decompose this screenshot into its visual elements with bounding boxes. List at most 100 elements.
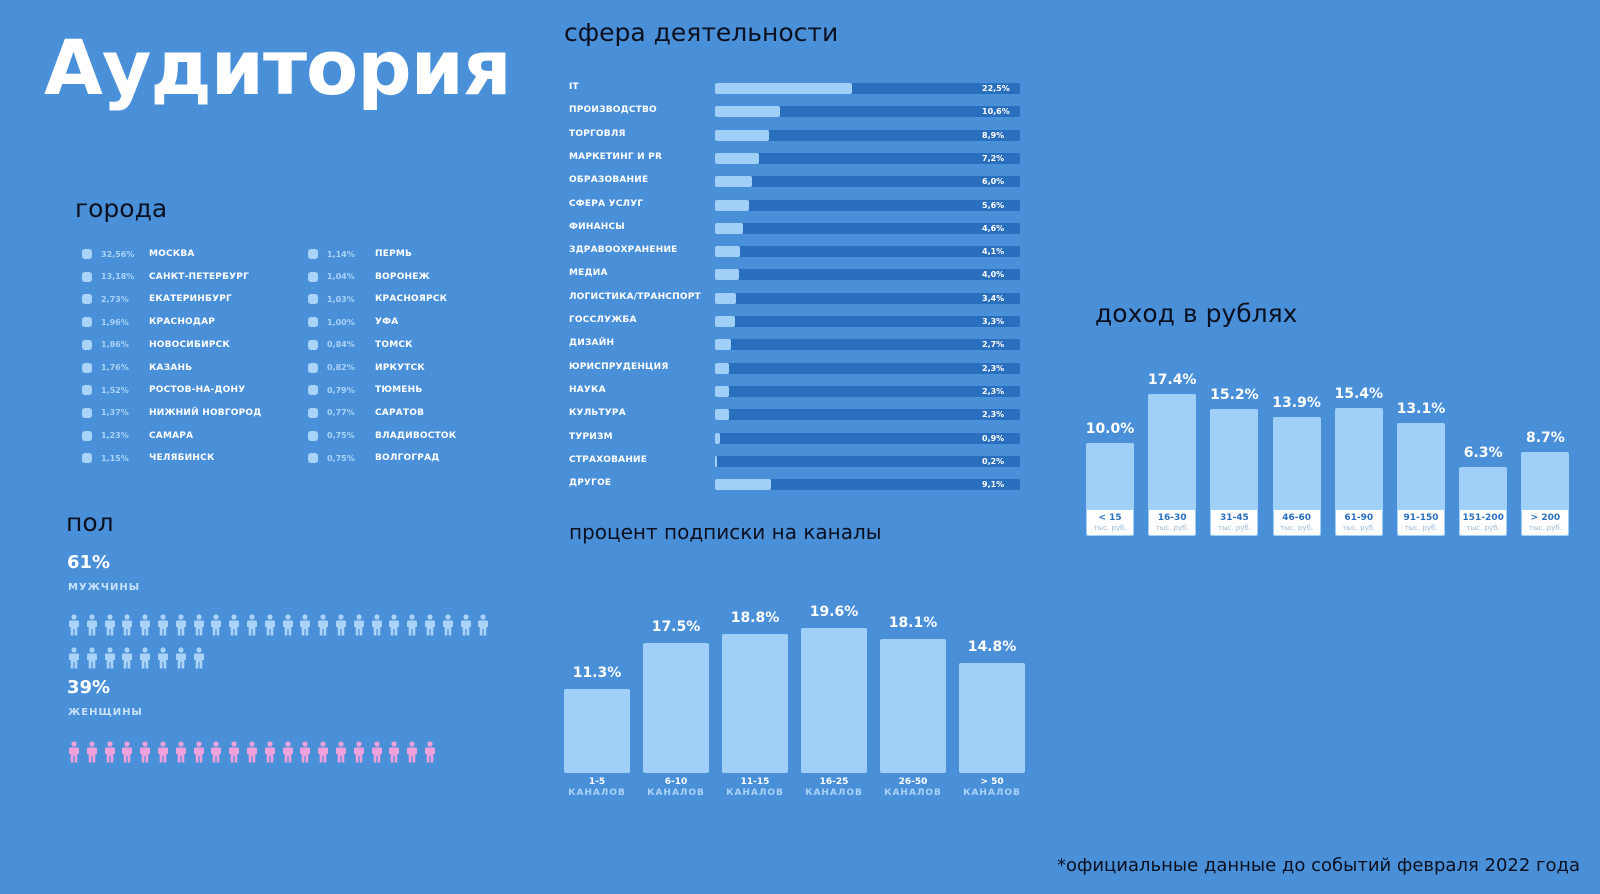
city-name: ПЕРМЬ — [375, 249, 413, 259]
industry-bar-value: 6,0% — [982, 177, 1005, 187]
income-category-unit: тыс. руб. — [1280, 524, 1314, 532]
person-icon — [104, 614, 116, 636]
industry-bar-label: ДИЗАЙН — [569, 338, 615, 349]
industry-bar-value: 0,9% — [982, 433, 1005, 443]
industry-bar-label: ЮРИСПРУДЕНЦИЯ — [569, 361, 669, 372]
income-category-label: < 15 тыс. руб. — [1087, 510, 1133, 535]
person-icons-row — [68, 741, 442, 763]
income-category-range: 151-200 — [1462, 513, 1504, 523]
industry-bar-track — [715, 152, 1020, 164]
city-row: 0,84% ТОМСК — [308, 337, 413, 353]
industry-bar-track — [715, 385, 1020, 397]
channels-bar-value: 18.8% — [730, 609, 780, 626]
channels-category-unit: КАНАЛОВ — [568, 788, 626, 798]
industry-bar — [715, 316, 736, 327]
city-percent: 0,79% — [327, 385, 355, 395]
city-row: 1,52% РОСТОВ-НА-ДОНУ — [82, 382, 245, 398]
industry-bar-value: 8,9% — [982, 130, 1005, 140]
industry-bar-track — [715, 83, 1020, 94]
city-row: 1,04% ВОРОНЕЖ — [308, 269, 430, 285]
industry-bar-value: 4,1% — [982, 247, 1005, 257]
industry-bar-label: ТОРГОВЛЯ — [569, 128, 626, 139]
city-row: 0,79% ТЮМЕНЬ — [308, 382, 422, 398]
person-icon — [264, 614, 276, 636]
industry-bar-value: 4,6% — [982, 223, 1005, 233]
city-row: 1,96% КРАСНОДАР — [82, 314, 215, 330]
city-name: САРАТОВ — [375, 407, 425, 418]
channels-bar-value: 18.1% — [888, 614, 938, 631]
industry-bar-track — [715, 129, 1020, 141]
channels-bar-value: 11.3% — [572, 665, 622, 682]
person-icon — [121, 647, 133, 669]
industry-chart-title: сфера деятельности — [564, 18, 839, 47]
industry-bar-label: ГОССЛУЖБА — [569, 315, 637, 325]
industry-bar — [715, 479, 771, 491]
city-name: УФА — [375, 317, 399, 328]
person-icon — [210, 614, 222, 636]
industry-bar — [715, 385, 730, 397]
channels-category-range: 11-15 — [740, 777, 770, 787]
industry-bar — [715, 222, 744, 234]
industry-bar — [715, 199, 750, 211]
city-row: 0,75% ВОЛГОГРАД — [308, 450, 439, 466]
person-icon — [460, 614, 472, 636]
industry-bar — [715, 246, 740, 258]
page-title: Аудитория — [44, 23, 512, 112]
income-bar-value: 13.1% — [1396, 400, 1446, 417]
income-category-label: 151-200 тыс. руб. — [1460, 510, 1507, 535]
industry-bar — [715, 432, 721, 444]
city-percent: 1,23% — [101, 431, 129, 441]
industry-bar-track — [715, 292, 1020, 304]
city-row: 0,82% ИРКУТСК — [308, 360, 425, 376]
industry-bar-track — [715, 176, 1020, 188]
person-icon — [335, 614, 347, 636]
income-category-range: 31-45 — [1219, 513, 1249, 523]
person-icon — [210, 741, 222, 763]
channels-category-unit: КАНАЛОВ — [726, 788, 784, 798]
channels-category-range: > 50 — [980, 777, 1004, 787]
female-label: ЖЕНЩИНЫ — [68, 707, 143, 718]
income-category-unit: тыс. руб. — [1342, 524, 1376, 532]
channels-category-range: 1-5 — [588, 777, 606, 787]
city-row: 1,86% НОВОСИБИРСК — [82, 337, 230, 353]
city-percent: 1,14% — [327, 249, 355, 259]
city-percent: 1,86% — [101, 340, 129, 350]
channels-bar — [959, 663, 1025, 773]
city-name: САМАРА — [149, 430, 194, 441]
city-name: НИЖНИЙ НОВГОРОД — [149, 407, 262, 418]
city-name: РОСТОВ-НА-ДОНУ — [149, 385, 246, 396]
channels-bar-value: 19.6% — [809, 603, 859, 620]
industry-bar-label: НАУКА — [569, 384, 606, 395]
person-icon — [121, 614, 133, 636]
industry-bar-track — [715, 269, 1020, 281]
income-bar-value: 15.4% — [1334, 385, 1384, 402]
industry-bar-value: 5,6% — [982, 200, 1005, 210]
industry-bar-label: ЗДРАВООХРАНЕНИЕ — [569, 245, 678, 256]
city-percent: 1,04% — [327, 272, 355, 282]
city-row: 1,00% УФА — [308, 314, 398, 330]
person-icon — [282, 614, 294, 636]
city-bullet-icon — [82, 271, 92, 282]
city-name: КРАСНОЯРСК — [375, 294, 448, 305]
channels-category-unit: КАНАЛОВ — [884, 788, 942, 798]
industry-bar-track — [715, 106, 1020, 118]
channels-bar — [880, 638, 946, 773]
industry-bar — [715, 129, 770, 141]
city-row: 0,77% САРАТОВ — [308, 405, 424, 421]
female-percent: 39% — [67, 677, 111, 698]
channels-category-range: 16-25 — [819, 777, 849, 787]
income-category-label: 91-150 тыс. руб. — [1398, 510, 1444, 535]
channels-category-label: 11-15 КАНАЛОВ — [716, 777, 794, 799]
income-category-range: 46-60 — [1282, 513, 1311, 523]
person-icon — [371, 614, 383, 636]
industry-bar — [715, 362, 730, 374]
industry-bar-value: 3,3% — [982, 317, 1005, 326]
industry-bar — [715, 152, 759, 164]
person-icon — [228, 741, 240, 763]
industry-bar-value: 2,3% — [982, 363, 1005, 373]
person-icon — [157, 741, 169, 763]
industry-bar-label: ОБРАЗОВАНИЕ — [569, 175, 649, 186]
income-category-unit: тыс. руб. — [1217, 524, 1251, 532]
channels-category-label: 16-25 КАНАЛОВ — [795, 777, 873, 799]
city-bullet-icon — [308, 453, 318, 464]
